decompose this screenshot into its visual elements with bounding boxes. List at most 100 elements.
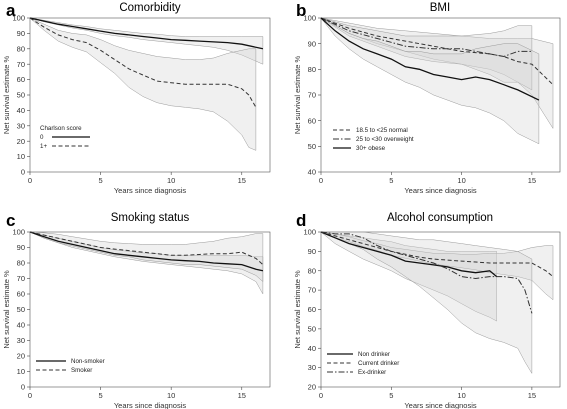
series-line (320, 231, 554, 277)
panel-c: c Smoking status 0 10 20 30 40 50 60 70 80 90 100 0 5 1… (2, 211, 271, 409)
legend: Non-smoker Smoker (36, 358, 105, 374)
x-tick-label: 0 (28, 391, 32, 400)
x-tick-label: 10 (167, 176, 175, 185)
series-line (29, 231, 264, 265)
y-tick-label: 30 (308, 363, 316, 372)
x-tick-label: 10 (167, 391, 175, 400)
legend: Charlson score 0 1+ (40, 125, 90, 150)
x-tick-label: 15 (238, 176, 246, 185)
y-axis-label: Net survival estimate % (293, 55, 302, 134)
legend-label: 25 to <30 overweight (356, 136, 414, 143)
y-tick-label: 0 (21, 168, 25, 177)
series-line (29, 231, 264, 272)
series-line (320, 17, 554, 86)
legend-label: 30+ obese (356, 145, 386, 152)
legend-label: Non drinker (358, 351, 390, 358)
legend-label: 1+ (40, 143, 47, 150)
panel-letter: c (6, 211, 15, 230)
y-tick-label: 60 (17, 75, 25, 84)
y-tick-label: 20 (308, 383, 316, 392)
ci-band (320, 17, 554, 130)
y-tick-label: 50 (17, 91, 25, 100)
x-tick-label: 10 (457, 176, 465, 185)
panel-title: Smoking status (111, 212, 190, 224)
panel-title: Alcohol consumption (387, 212, 493, 224)
y-tick-label: 90 (17, 243, 25, 252)
legend: 18.5 to <25 normal 25 to <30 overweight 30… (333, 127, 414, 152)
y-tick-label: 50 (308, 142, 316, 151)
legend-label: 0 (40, 134, 44, 141)
legend: Non drinker Current drinker Ex-drinker (327, 351, 399, 376)
legend-title: Charlson score (40, 125, 82, 132)
y-tick-label: 70 (17, 60, 25, 69)
panel-d: d Alcohol consumption 20 30 40 50 60 70 80 90 100 0… (293, 211, 561, 409)
series-line (320, 231, 533, 314)
y-tick-label: 50 (17, 305, 25, 314)
y-tick-label: 80 (17, 259, 25, 268)
y-tick-label: 80 (308, 266, 316, 275)
y-tick-label: 90 (308, 39, 316, 48)
y-tick-label: 60 (17, 290, 25, 299)
legend-label: 18.5 to <25 normal (356, 127, 408, 134)
y-tick-label: 50 (308, 324, 316, 333)
x-tick-label: 15 (528, 391, 536, 400)
y-tick-label: 0 (21, 383, 25, 392)
y-tick-label: 90 (308, 247, 316, 256)
y-axis-label: Net survival estimate % (293, 270, 302, 349)
panel-a: a Comorbidity 0 10 20 30 40 50 60 70 80 90 100 0 5 10 15… (2, 1, 271, 195)
y-axis-label: Net survival estimate % (2, 55, 11, 134)
ci-band (320, 17, 533, 91)
y-tick-label: 20 (17, 137, 25, 146)
series-line (320, 17, 540, 101)
y-tick-label: 60 (308, 116, 316, 125)
y-tick-label: 80 (308, 65, 316, 74)
y-tick-label: 40 (17, 321, 25, 330)
series-line (320, 17, 532, 58)
legend-label: Current drinker (358, 360, 399, 367)
panel-b: b BMI 40 50 60 70 80 90 100 0 5 10 15 Years since dia… (293, 1, 561, 195)
y-tick-label: 40 (17, 106, 25, 115)
series-line (29, 17, 257, 108)
y-tick-label: 100 (303, 14, 316, 23)
x-tick-label: 15 (238, 391, 246, 400)
legend-label: Ex-drinker (358, 369, 386, 376)
panel-letter: b (296, 1, 306, 20)
y-tick-label: 60 (308, 305, 316, 314)
series-line (29, 17, 264, 50)
series-line (320, 231, 498, 278)
x-axis-label: Years since diagnosis (404, 186, 477, 195)
panel-letter: d (296, 211, 306, 230)
y-tick-label: 80 (17, 44, 25, 53)
y-tick-label: 10 (17, 367, 25, 376)
x-tick-label: 5 (99, 391, 103, 400)
y-tick-label: 30 (17, 121, 25, 130)
x-tick-label: 5 (389, 176, 393, 185)
x-tick-label: 0 (28, 176, 32, 185)
x-axis-label: Years since diagnosis (404, 401, 477, 409)
ci-band (320, 231, 533, 375)
y-tick-label: 70 (308, 91, 316, 100)
plot-area (29, 17, 271, 173)
y-tick-label: 70 (308, 286, 316, 295)
y-tick-label: 100 (12, 14, 25, 23)
legend-label: Non-smoker (71, 358, 105, 365)
x-axis-label: Years since diagnosis (114, 401, 187, 409)
x-tick-label: 15 (528, 176, 536, 185)
y-tick-label: 30 (17, 336, 25, 345)
x-tick-label: 5 (99, 176, 103, 185)
panel-title: Comorbidity (119, 2, 181, 14)
y-tick-label: 40 (308, 344, 316, 353)
y-tick-label: 70 (17, 274, 25, 283)
ci-band (320, 231, 554, 301)
panel-title: BMI (430, 2, 450, 14)
y-tick-label: 40 (308, 168, 316, 177)
x-tick-label: 10 (457, 391, 465, 400)
y-tick-label: 90 (17, 29, 25, 38)
x-tick-label: 0 (319, 391, 323, 400)
legend-label: Smoker (71, 367, 92, 374)
ci-band (320, 231, 497, 322)
y-tick-label: 10 (17, 152, 25, 161)
ci-band (29, 17, 257, 151)
ci-band (320, 17, 540, 145)
